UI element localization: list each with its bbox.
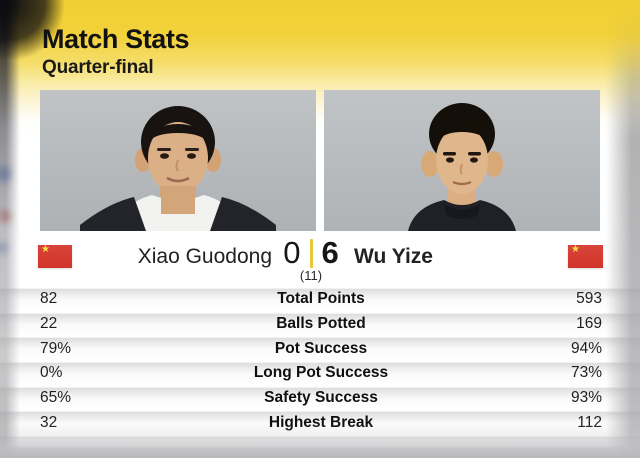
table-row: 22 Balls Potted 169 xyxy=(0,311,640,337)
stat-value-right: 169 xyxy=(576,315,602,333)
page-title: Match Stats xyxy=(42,24,190,54)
background-speck xyxy=(0,210,10,222)
player-photo-right xyxy=(324,90,600,231)
table-row: 65% Safety Success 93% xyxy=(0,385,640,411)
stat-label: Pot Success xyxy=(274,339,368,357)
player-left-name: Xiao Guodong xyxy=(137,245,272,268)
score-divider xyxy=(309,238,313,268)
player-left-score: 0 xyxy=(283,235,301,270)
flag-star-icon: ★ xyxy=(571,244,580,255)
stat-value-left: 0% xyxy=(40,364,63,382)
stat-value-left: 79% xyxy=(40,339,72,357)
table-row: 32 Highest Break 112 xyxy=(0,410,640,436)
stat-label: Balls Potted xyxy=(276,315,366,333)
table-row: 82 Total Points 593 xyxy=(0,287,640,312)
china-flag-icon: ★ xyxy=(568,244,603,268)
stats-table: 82 Total Points 593 22 Balls Potted 169 … xyxy=(0,287,640,445)
table-row: 0% Long Pot Success 73% xyxy=(0,361,640,386)
stat-label: Safety Success xyxy=(264,389,378,407)
stat-label: Total Points xyxy=(277,290,365,308)
stat-value-right: 73% xyxy=(570,364,602,382)
stat-value-left: 82 xyxy=(40,290,58,308)
stat-value-right: 593 xyxy=(576,290,602,308)
stat-label: Long Pot Success xyxy=(253,364,389,382)
portrait-wu-yize-illustration xyxy=(324,90,600,231)
player-right-score: 6 xyxy=(321,235,339,270)
stats-table-end-divider xyxy=(0,435,640,445)
player-photo-left xyxy=(40,90,316,231)
china-flag-icon: ★ xyxy=(38,244,72,268)
table-row: 79% Pot Success 94% xyxy=(0,336,640,362)
background-speck xyxy=(0,242,7,254)
stat-value-left: 32 xyxy=(40,413,58,431)
portrait-xiao-guodong-illustration xyxy=(40,90,316,231)
frame-score-note: (11) xyxy=(299,268,323,283)
round-subtitle: Quarter-final xyxy=(42,57,154,78)
stat-value-right: 112 xyxy=(577,413,602,431)
player-right-name: Wu Yize xyxy=(354,245,433,268)
stat-value-left: 22 xyxy=(40,315,58,333)
background-speck xyxy=(0,166,10,182)
stat-value-right: 93% xyxy=(570,389,602,407)
flag-star-icon: ★ xyxy=(41,244,50,255)
score-block: 0 6 xyxy=(257,235,365,271)
stat-value-right: 94% xyxy=(570,339,602,357)
stat-label: Highest Break xyxy=(268,413,374,431)
stat-value-left: 65% xyxy=(40,389,72,407)
